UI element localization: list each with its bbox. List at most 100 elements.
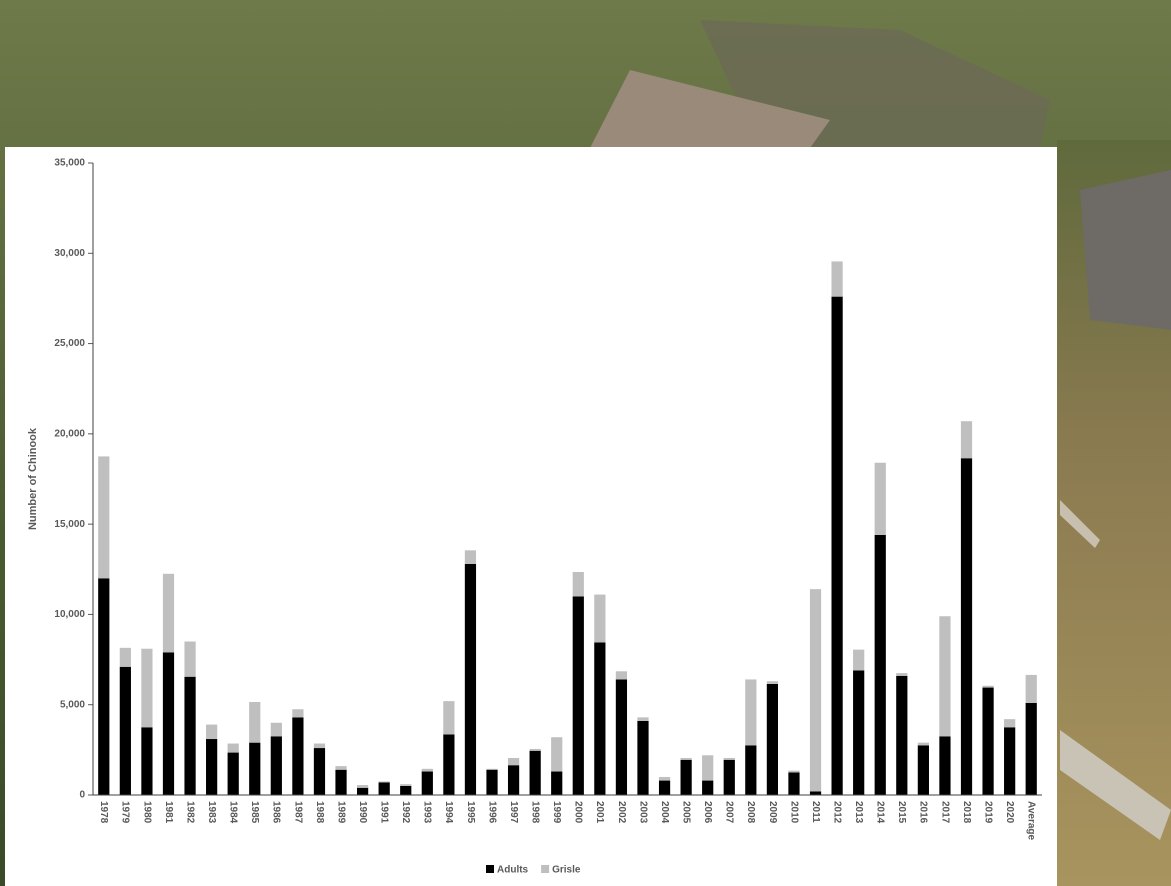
bar-segment (379, 781, 390, 782)
x-tick-label: 2006 (702, 801, 713, 824)
bar-segment (465, 550, 476, 564)
bar-segment (400, 784, 411, 786)
bar-segment (918, 743, 929, 746)
x-tick-label: 2004 (659, 801, 670, 824)
bar-segment (724, 760, 735, 795)
bar-segment (163, 574, 174, 653)
bar-segment (896, 676, 907, 795)
bar-segment (379, 782, 390, 795)
x-tick-label: 1991 (379, 801, 390, 824)
bar-segment (982, 686, 993, 688)
x-tick-label: 1999 (551, 801, 562, 824)
x-tick-label: 2005 (680, 801, 691, 824)
bar-segment (163, 652, 174, 795)
bar-segment (961, 458, 972, 795)
bar-segment (918, 745, 929, 795)
bar-segment (724, 758, 735, 760)
bar-segment (357, 785, 368, 788)
x-tick-label: 2008 (745, 801, 756, 824)
y-tick-label: 15,000 (54, 519, 85, 530)
x-tick-label: 1979 (120, 801, 131, 824)
x-tick-label: 2013 (853, 801, 864, 824)
x-tick-label: 1981 (163, 801, 174, 824)
bar-segment (120, 648, 131, 667)
bar-segment (810, 589, 821, 791)
y-tick-label: 25,000 (54, 338, 85, 349)
bar-segment (853, 670, 864, 795)
bar-segment (573, 596, 584, 795)
y-tick-label: 20,000 (54, 428, 85, 439)
bar-segment (702, 755, 713, 780)
x-tick-label: 1988 (314, 801, 325, 824)
page: Number of Chinook 05,00010,00015,00020,0… (0, 0, 1171, 886)
bar-segment (831, 297, 842, 795)
x-tick-label: 1994 (443, 801, 454, 824)
bar-segment (486, 769, 497, 770)
x-tick-label: 2001 (594, 801, 605, 824)
bar-segment (314, 744, 325, 749)
bar-segment (982, 688, 993, 795)
bar-segment (422, 769, 433, 772)
bar-segment (637, 721, 648, 795)
x-tick-label: 1980 (141, 801, 152, 824)
x-tick-label: 1984 (228, 801, 239, 824)
bar-segment (228, 753, 239, 795)
x-tick-label: 1995 (465, 801, 476, 824)
bar-segment (1026, 703, 1037, 795)
bar-segment (831, 261, 842, 296)
x-tick-label: 2000 (573, 801, 584, 824)
x-tick-label: 1978 (98, 801, 109, 824)
bar-segment (961, 421, 972, 458)
bar-segment (551, 737, 562, 771)
bar-segment (551, 772, 562, 795)
legend-swatch (541, 865, 549, 873)
x-tick-label: 2009 (767, 801, 778, 824)
bar-segment (335, 770, 346, 795)
y-tick-label: 5,000 (60, 699, 85, 710)
bar-segment (400, 786, 411, 795)
bar-segment (249, 702, 260, 743)
bar-segment (486, 770, 497, 795)
x-tick-label: 2011 (810, 801, 821, 823)
x-tick-label: 2015 (896, 801, 907, 824)
bar-segment (594, 642, 605, 795)
bar-segment (573, 572, 584, 596)
x-tick-label: 1996 (486, 801, 497, 824)
legend-swatch (486, 865, 494, 873)
bar-segment (767, 681, 778, 684)
bar-segment (443, 735, 454, 795)
legend-label: Grisle (552, 865, 581, 876)
bar-segment (271, 736, 282, 795)
bar-segment (314, 748, 325, 795)
bar-segment (530, 749, 541, 751)
bar-segment (443, 701, 454, 734)
bar-segment (292, 717, 303, 795)
bar-segment (659, 781, 670, 795)
bar-segment (465, 564, 476, 795)
bar-segment (853, 650, 864, 671)
bar-segment (939, 616, 950, 736)
x-tick-label: 2016 (918, 801, 929, 824)
x-tick-label: 1983 (206, 801, 217, 824)
bar-segment (1004, 727, 1015, 795)
bar-segment (659, 777, 670, 781)
bar-segment (249, 743, 260, 795)
x-tick-label: 2010 (788, 801, 799, 824)
bar-segment (594, 595, 605, 643)
x-tick-label: 1985 (249, 801, 260, 824)
x-tick-label: 2018 (961, 801, 972, 824)
bar-segment (788, 772, 799, 795)
bar-segment (508, 758, 519, 765)
bar-segment (939, 736, 950, 795)
legend-label: Adults (497, 865, 529, 876)
x-tick-label: 1992 (400, 801, 411, 824)
bar-segment (335, 766, 346, 770)
bar-segment (745, 679, 756, 745)
bar-segment (896, 673, 907, 676)
bar-segment (357, 788, 368, 795)
x-tick-label: 1998 (530, 801, 541, 824)
bar-segment (1004, 719, 1015, 727)
x-tick-label: 2007 (724, 801, 735, 824)
bar-segment (184, 642, 195, 677)
bar-segment (767, 684, 778, 795)
